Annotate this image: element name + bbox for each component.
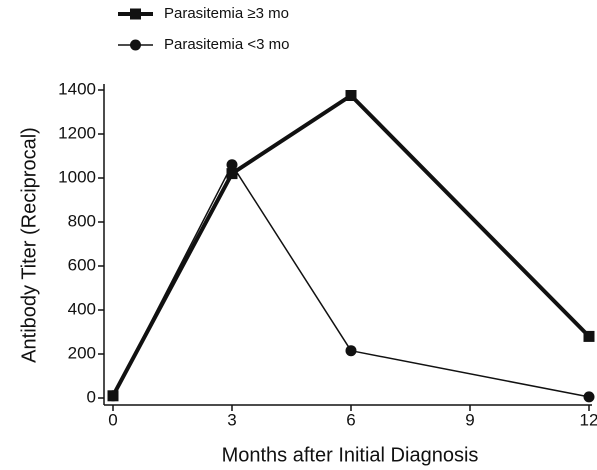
x-tick-label: 12 xyxy=(580,410,597,429)
y-tick-label: 400 xyxy=(68,299,96,318)
x-tick-label: 9 xyxy=(465,410,474,429)
x-axis-label: Months after Initial Diagnosis xyxy=(222,444,479,466)
y-tick-label: 800 xyxy=(68,211,96,230)
marker xyxy=(107,390,119,402)
legend-marker xyxy=(130,39,141,51)
y-tick-label: 200 xyxy=(68,343,96,362)
marker xyxy=(583,330,595,342)
series-line xyxy=(112,164,590,398)
y-tick-label: 1400 xyxy=(58,79,96,98)
x-tick-label: 0 xyxy=(108,410,117,429)
series-line xyxy=(111,93,591,397)
marker xyxy=(345,90,357,101)
y-tick-label: 1000 xyxy=(58,167,96,186)
y-axis-label: Antibody Titer (Reciprocal) xyxy=(18,127,40,363)
y-tick-label: 0 xyxy=(87,387,96,406)
legend-label: Parasitemia ≥3 mo xyxy=(164,5,289,22)
x-tick-label: 3 xyxy=(227,410,236,429)
y-tick-label: 1200 xyxy=(58,123,96,142)
x-tick-label: 6 xyxy=(346,410,355,429)
marker xyxy=(226,159,238,171)
y-tick-label: 600 xyxy=(68,255,96,274)
legend-label: Parasitemia <3 mo xyxy=(164,36,289,53)
legend-marker xyxy=(130,8,141,20)
marker xyxy=(583,391,595,403)
marker xyxy=(226,168,238,180)
marker xyxy=(345,345,357,357)
